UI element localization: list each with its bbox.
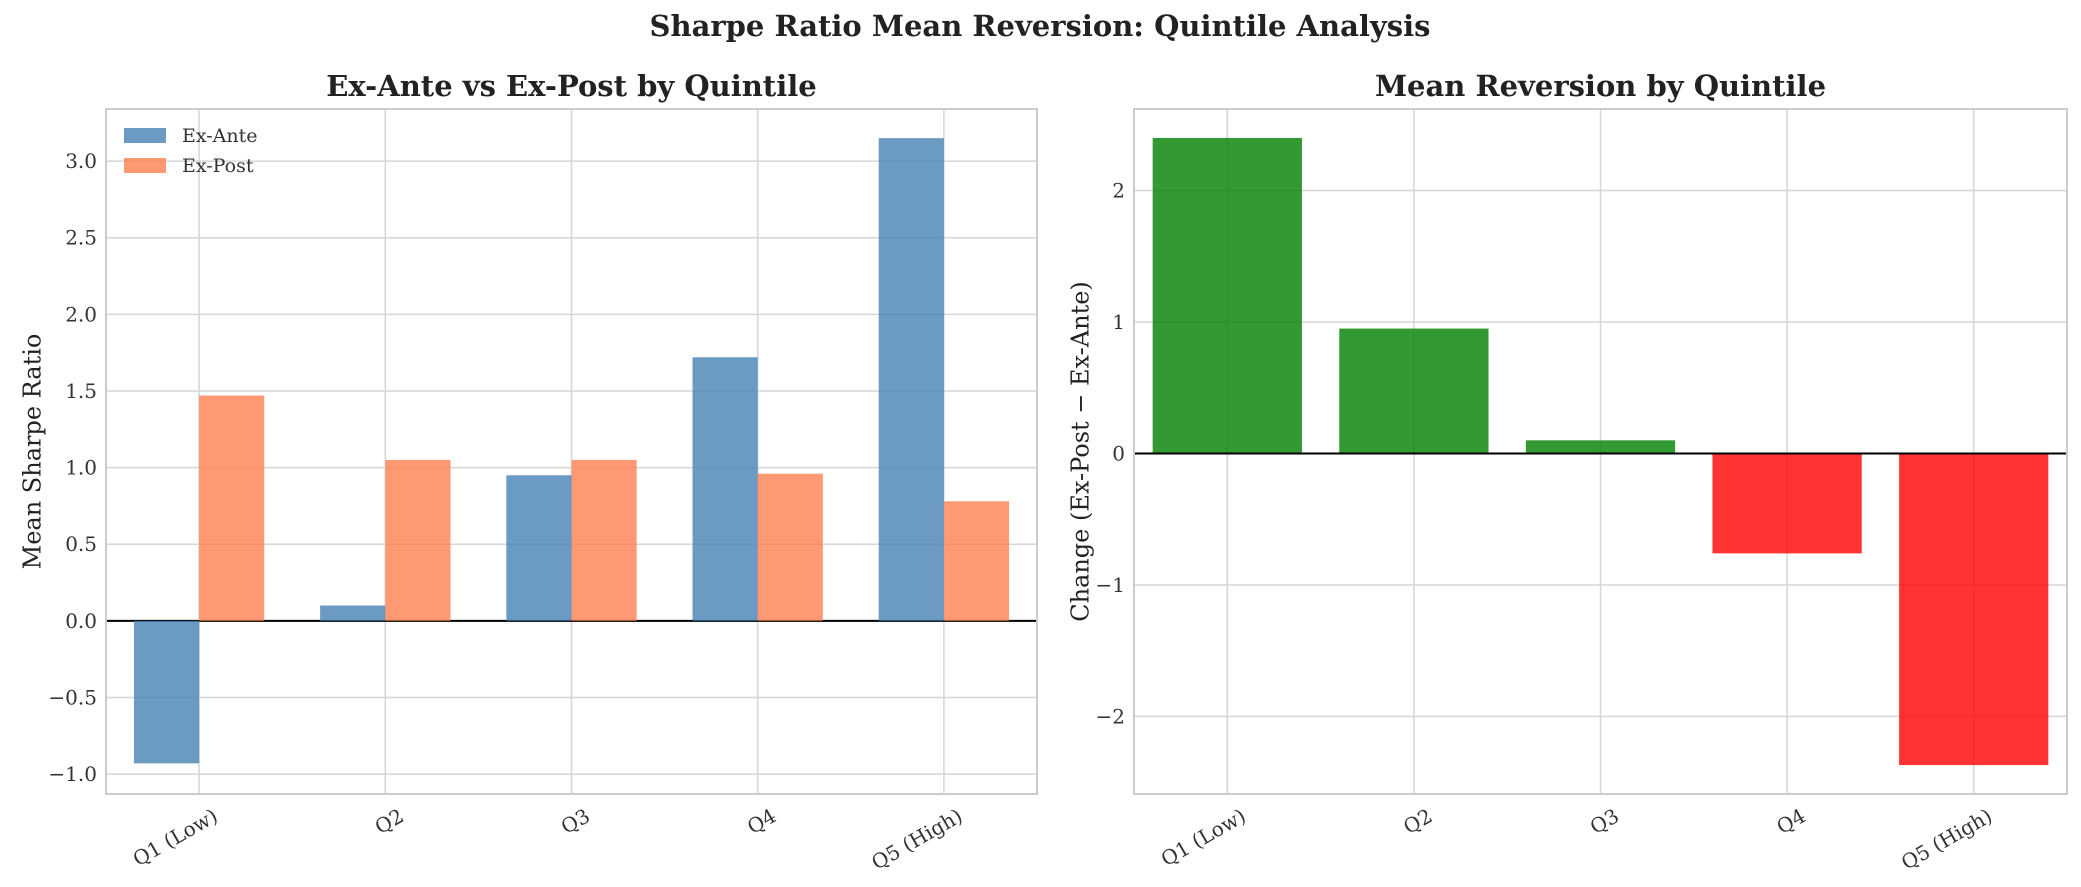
legend-swatch-ex-post [124,158,166,173]
bar-ex-ante-3 [506,475,572,621]
y-tick-label: −2 [1096,704,1125,728]
y-tick-label: 0.0 [65,609,97,633]
y-tick-label: −1 [1096,573,1125,597]
y-tick-label: 2.0 [65,302,97,326]
bar-change-3 [1525,440,1676,454]
legend-label-ex-post: Ex-Post [182,155,254,177]
bar-ex-post-1 [199,395,265,621]
bar-ex-ante-4 [692,357,758,621]
left-bars [133,138,1010,764]
right-y-ticks: −2 −1 0 1 2 [1096,179,1125,729]
y-tick-label: 0 [1112,441,1125,465]
bar-ex-post-2 [385,459,451,621]
left-chart-title: Ex-Ante vs Ex-Post by Quintile [326,69,816,103]
y-tick-label: 3.0 [65,149,97,173]
y-tick-label: 1.5 [65,379,97,403]
bar-change-4 [1712,453,1862,554]
legend-swatch-ex-ante [124,128,166,143]
y-tick-label: 1.0 [65,456,97,480]
legend-label-ex-ante: Ex-Ante [182,125,258,147]
right-bars [1152,137,2049,766]
left-y-axis-label: Mean Sharpe Ratio [19,334,47,570]
y-tick-label: −0.5 [48,685,97,709]
left-axes-frame [105,108,1038,795]
figure-title: Sharpe Ratio Mean Reversion: Quintile An… [650,9,1431,43]
right-chart-title: Mean Reversion by Quintile [1375,69,1826,103]
right-axes-frame [1133,108,2068,795]
bar-ex-ante-5 [878,138,944,621]
y-tick-label: 1 [1112,310,1125,334]
bar-change-2 [1339,328,1489,454]
y-tick-label: 0.5 [65,532,97,556]
y-tick-label: −1.0 [48,762,97,786]
right-y-axis-label: Change (Ex-Post − Ex-Ante) [1067,281,1095,622]
bar-ex-post-4 [757,473,823,621]
bar-change-5 [1899,453,2049,766]
left-y-ticks: −1.0 −0.5 0.0 0.5 1.0 1.5 2.0 2.5 3.0 [48,149,97,786]
y-tick-label: 2.5 [65,226,97,250]
bar-ex-post-3 [571,459,637,621]
left-legend: Ex-Ante Ex-Post [124,125,258,177]
bar-ex-ante-1 [133,620,200,764]
bar-change-1 [1152,137,1302,454]
y-tick-label: 2 [1112,179,1125,203]
bar-ex-ante-2 [320,605,386,621]
bar-ex-post-5 [943,501,1010,621]
